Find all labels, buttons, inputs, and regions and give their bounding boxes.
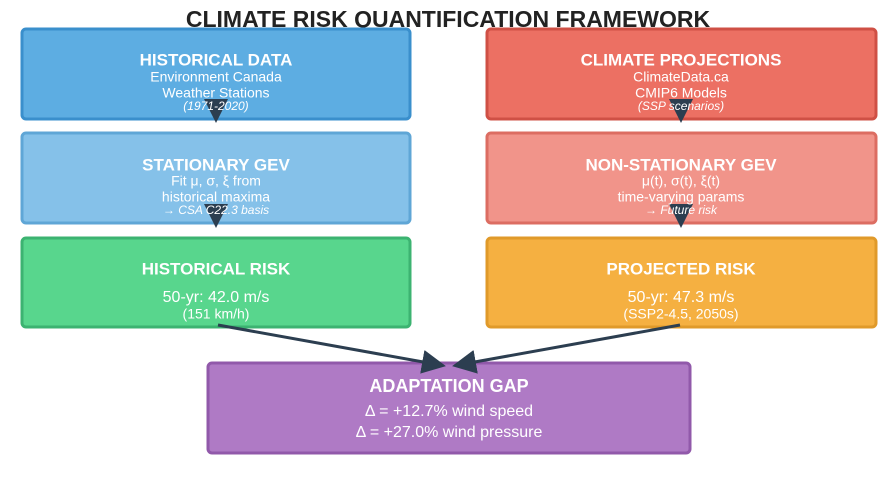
node-line: Δ = +27.0% wind pressure — [356, 424, 543, 441]
box — [485, 236, 878, 329]
node-line: Weather Stations — [162, 85, 269, 101]
node-line: (SSP2-4.5, 2050s) — [623, 306, 738, 322]
node-line: 50-yr: 47.3 m/s — [628, 289, 735, 306]
arrow — [452, 323, 681, 374]
node-title: CLIMATE PROJECTIONS — [581, 50, 782, 69]
node-note: → CSA C22.3 basis — [163, 203, 269, 217]
box — [20, 236, 412, 329]
node-line: Δ = +12.7% wind speed — [365, 403, 533, 420]
node-line: Environment Canada — [150, 69, 282, 85]
node-line: historical maxima — [162, 189, 270, 205]
node-line: Fit μ, σ, ξ from — [171, 173, 261, 189]
node-line: time-varying params — [618, 189, 745, 205]
node-line: (151 km/h) — [183, 306, 250, 322]
node-line: μ(t), σ(t), ξ(t) — [642, 173, 720, 189]
node-title: HISTORICAL RISK — [142, 259, 291, 278]
node-title: NON-STATIONARY GEV — [585, 155, 777, 174]
node-note: → Future risk — [645, 203, 718, 217]
node-line: CMIP6 Models — [635, 85, 727, 101]
node-line: ClimateData.ca — [633, 69, 729, 85]
node-note: (SSP scenarios) — [638, 99, 724, 113]
node-title: PROJECTED RISK — [606, 259, 756, 278]
arrow — [217, 323, 446, 374]
node-title: ADAPTATION GAP — [369, 376, 528, 396]
node-title: HISTORICAL DATA — [140, 50, 293, 69]
box — [206, 361, 692, 455]
node-line: 50-yr: 42.0 m/s — [163, 289, 270, 306]
node-title: STATIONARY GEV — [142, 155, 290, 174]
node-note: (1971-2020) — [183, 99, 248, 113]
